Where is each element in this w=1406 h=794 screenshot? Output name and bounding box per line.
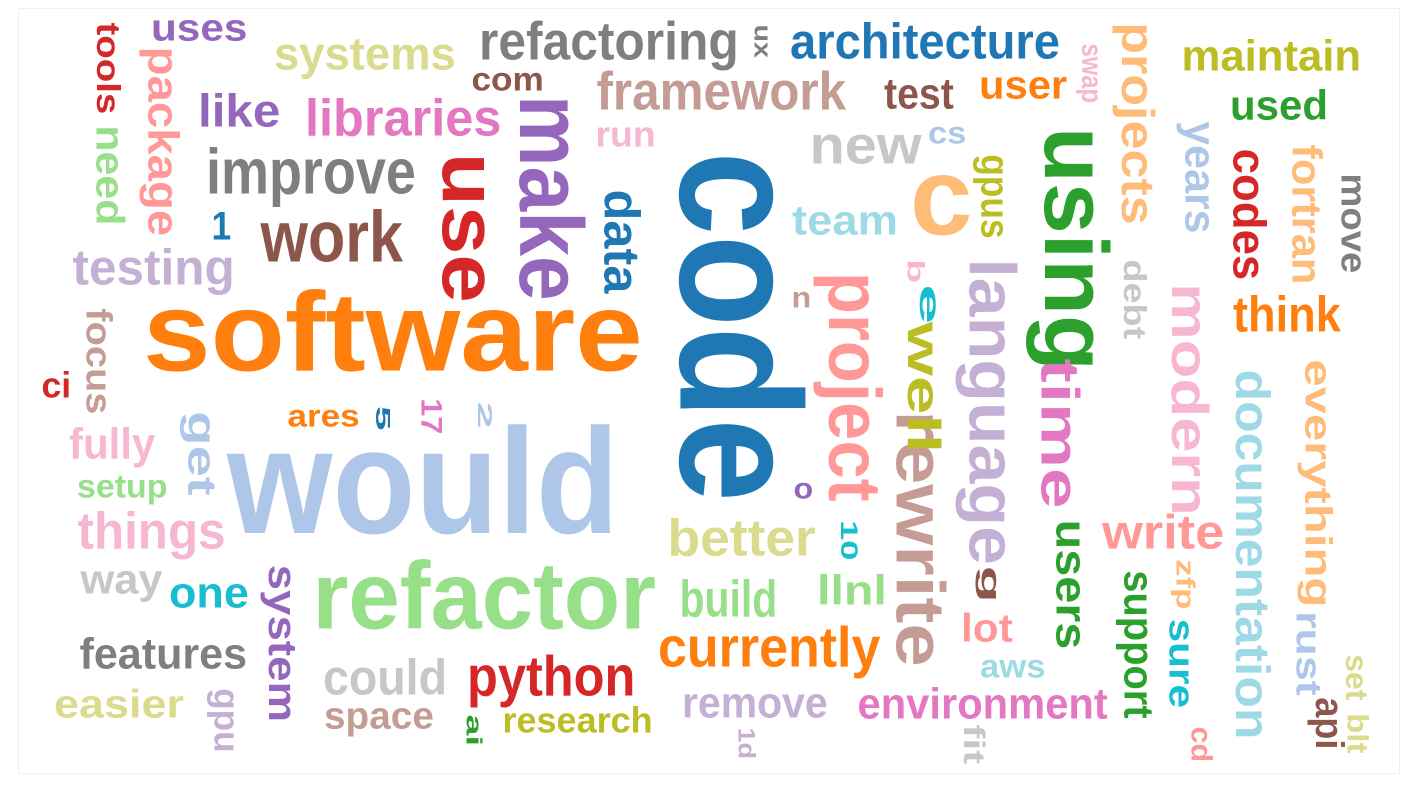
word-38: easier: [54, 681, 184, 726]
word-53: ux: [748, 24, 776, 58]
word-55: user: [978, 62, 1068, 107]
word-46: ares: [286, 397, 360, 433]
word-39: gpu: [206, 687, 246, 753]
word-40: system: [259, 564, 305, 722]
word-43: python: [467, 645, 636, 708]
word-5: make: [499, 94, 600, 301]
word-12: language: [954, 257, 1029, 565]
word-26: like: [197, 85, 281, 136]
word-62: maintain: [1180, 30, 1361, 80]
word-69: debt: [1116, 258, 1153, 339]
word-92: cd: [1184, 725, 1218, 762]
word-88: write: [1101, 506, 1225, 559]
word-79: currently: [658, 616, 881, 679]
word-25: uses: [150, 8, 248, 49]
word-18: architecture: [789, 13, 1060, 69]
word-65: codes: [1223, 148, 1275, 280]
word-41: could: [323, 649, 447, 705]
word-66: fortran: [1282, 143, 1330, 284]
word-31: fully: [69, 418, 156, 468]
word-51: run: [594, 114, 656, 154]
word-85: aws: [980, 648, 1046, 685]
word-1: would: [226, 397, 619, 565]
word-58: cs: [927, 114, 967, 150]
word-70: b: [901, 259, 929, 284]
word-84: lot: [961, 605, 1013, 650]
word-60: gpus: [972, 153, 1018, 239]
word-8: improve: [205, 135, 416, 207]
word-21: libraries: [305, 89, 502, 147]
word-7: work: [260, 196, 403, 277]
word-83: g: [974, 565, 1005, 603]
word-17: refactoring: [478, 10, 739, 71]
word-96: blt: [1340, 712, 1373, 754]
word-63: used: [1229, 82, 1328, 129]
word-34: things: [77, 502, 226, 560]
word-74: o: [793, 472, 813, 505]
word-19: framework: [595, 60, 846, 121]
word-81: 1d: [732, 727, 760, 760]
word-36: one: [169, 567, 249, 617]
word-32: setup: [77, 468, 168, 505]
word-73: well: [897, 321, 949, 453]
word-64: years: [1175, 120, 1225, 234]
word-27: need: [87, 124, 132, 226]
word-28: focus: [78, 307, 119, 414]
word-29: ci: [40, 365, 71, 405]
word-30: 1: [210, 203, 231, 248]
word-47: 5: [370, 405, 393, 431]
word-cloud: software would code refactor using make use wor…: [18, 8, 1400, 774]
word-82: environment: [857, 678, 1108, 728]
word-9: c: [910, 134, 973, 258]
word-33: get: [179, 410, 224, 496]
word-61: projects: [1112, 21, 1164, 225]
word-4: using: [1024, 127, 1125, 371]
word-80: remove: [681, 677, 828, 727]
word-56: swap: [1074, 42, 1108, 103]
word-6: use: [425, 152, 513, 303]
word-87: users: [1046, 519, 1097, 649]
word-72: n: [791, 281, 811, 314]
word-59: team: [792, 197, 898, 244]
word-44: ai: [461, 714, 487, 746]
word-3: refactor: [311, 541, 656, 649]
word-42: space: [324, 695, 434, 737]
word-86: fit: [956, 723, 990, 764]
word-15: documentation: [1224, 369, 1278, 739]
word-23: package: [138, 46, 189, 236]
word-0: software: [143, 270, 643, 395]
word-50: data: [592, 189, 649, 293]
word-48: 17: [414, 397, 448, 434]
word-24: tools: [88, 21, 126, 114]
word-10: project: [813, 271, 896, 502]
word-75: 10: [834, 520, 862, 561]
word-91: sure: [1161, 618, 1202, 708]
word-68: think: [1232, 286, 1341, 342]
word-78: llnl: [817, 567, 887, 614]
word-93: rust: [1288, 610, 1328, 696]
word-76: better: [666, 509, 816, 567]
word-67: move: [1333, 172, 1374, 273]
word-54: test: [883, 68, 954, 118]
word-20: systems: [273, 28, 456, 79]
word-90: support: [1114, 569, 1162, 719]
word-22: testing: [72, 239, 235, 295]
word-77: build: [678, 570, 777, 628]
word-57: new: [808, 114, 922, 175]
word-49: 2: [472, 401, 495, 429]
word-52: com: [470, 61, 544, 98]
word-13: time: [1029, 357, 1091, 509]
word-71: e: [912, 283, 946, 324]
word-35: way: [80, 556, 162, 603]
word-14: modern: [1160, 282, 1219, 516]
word-37: features: [78, 628, 247, 678]
word-45: research: [502, 700, 653, 740]
word-16: everything: [1296, 358, 1339, 607]
word-95: set: [1338, 653, 1375, 700]
word-89: zfp: [1170, 558, 1200, 609]
